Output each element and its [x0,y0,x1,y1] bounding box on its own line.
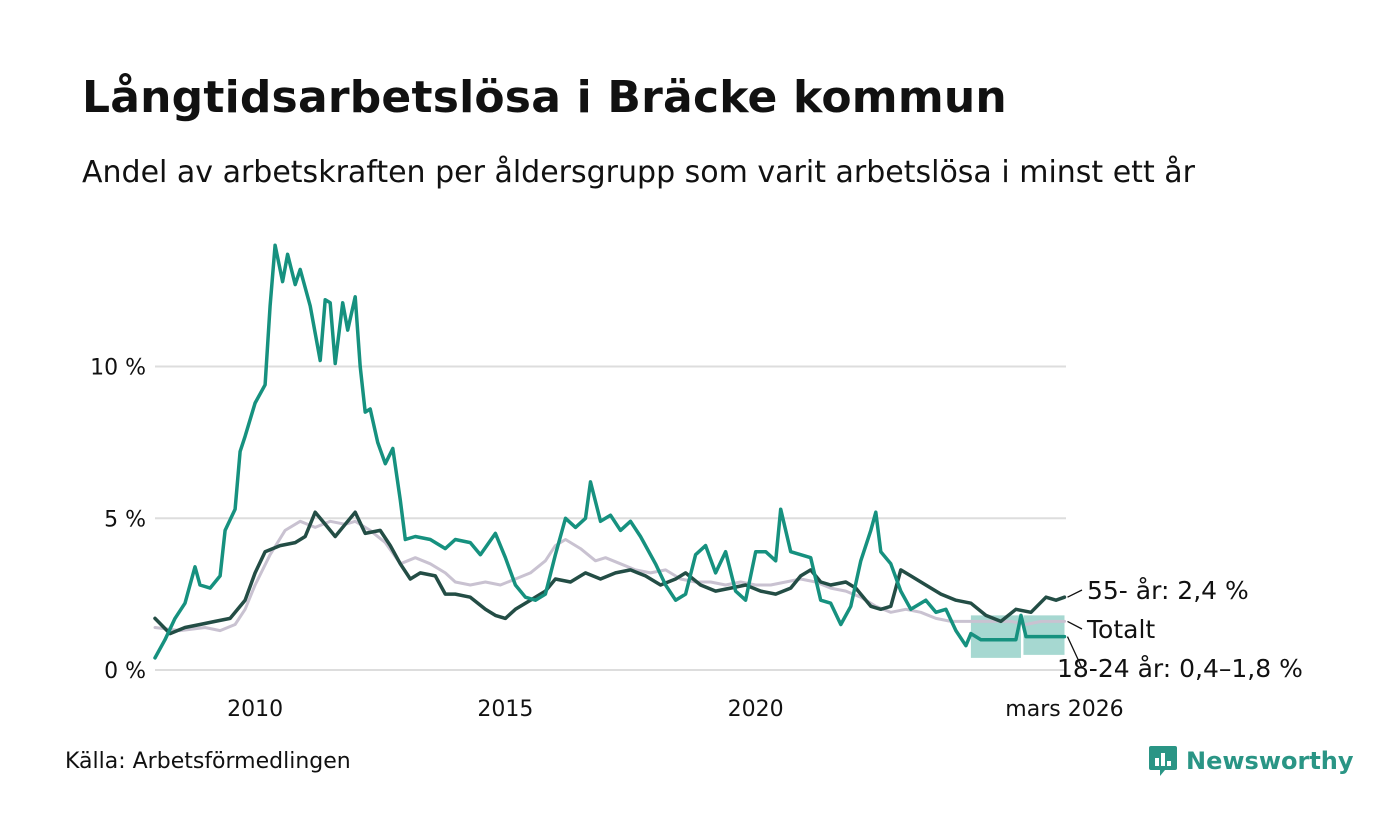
series-layer [153,243,1067,660]
y-tick-label: 5 % [104,507,146,532]
page-title: Långtidsarbetslösa i Bräcke kommun [82,72,1007,123]
brand-logo[interactable]: Newsworthy [1148,744,1354,778]
y-tick-label: 0 % [104,659,146,684]
leader-line [1067,589,1083,598]
leader-line [1067,620,1083,630]
series-line-55-r [153,510,1067,636]
x-tick-label: 2015 [477,697,533,722]
series-end-label: Totalt [1086,615,1155,644]
page-subtitle: Andel av arbetskraften per åldersgrupp s… [82,155,1195,190]
series-line-totalt [153,519,1066,633]
y-tick-label: 10 % [90,356,146,381]
leader-line [1066,636,1083,669]
x-tick-label: 2010 [227,697,283,722]
x-tick-label: 2020 [728,697,784,722]
newsworthy-logo-icon [1149,746,1177,776]
series-end-label: 18-24 år: 0,4–1,8 % [1057,654,1303,683]
x-tick-label: mars 2026 [1005,697,1123,722]
axis-layer: 0 % 5 % 10 % 2010 2015 2020 mars 2026 [90,356,1124,722]
end-label-layer: Totalt 55- år: 2,4 % 18-24 år: 0,4–1,8 % [1057,576,1303,683]
source-note: Källa: Arbetsförmedlingen [65,749,351,774]
confidence-band-18-24 [970,615,1021,658]
series-line-18-24-r [153,243,1067,660]
brand-name: Newsworthy [1186,747,1354,775]
series-end-label: 55- år: 2,4 % [1087,576,1249,605]
